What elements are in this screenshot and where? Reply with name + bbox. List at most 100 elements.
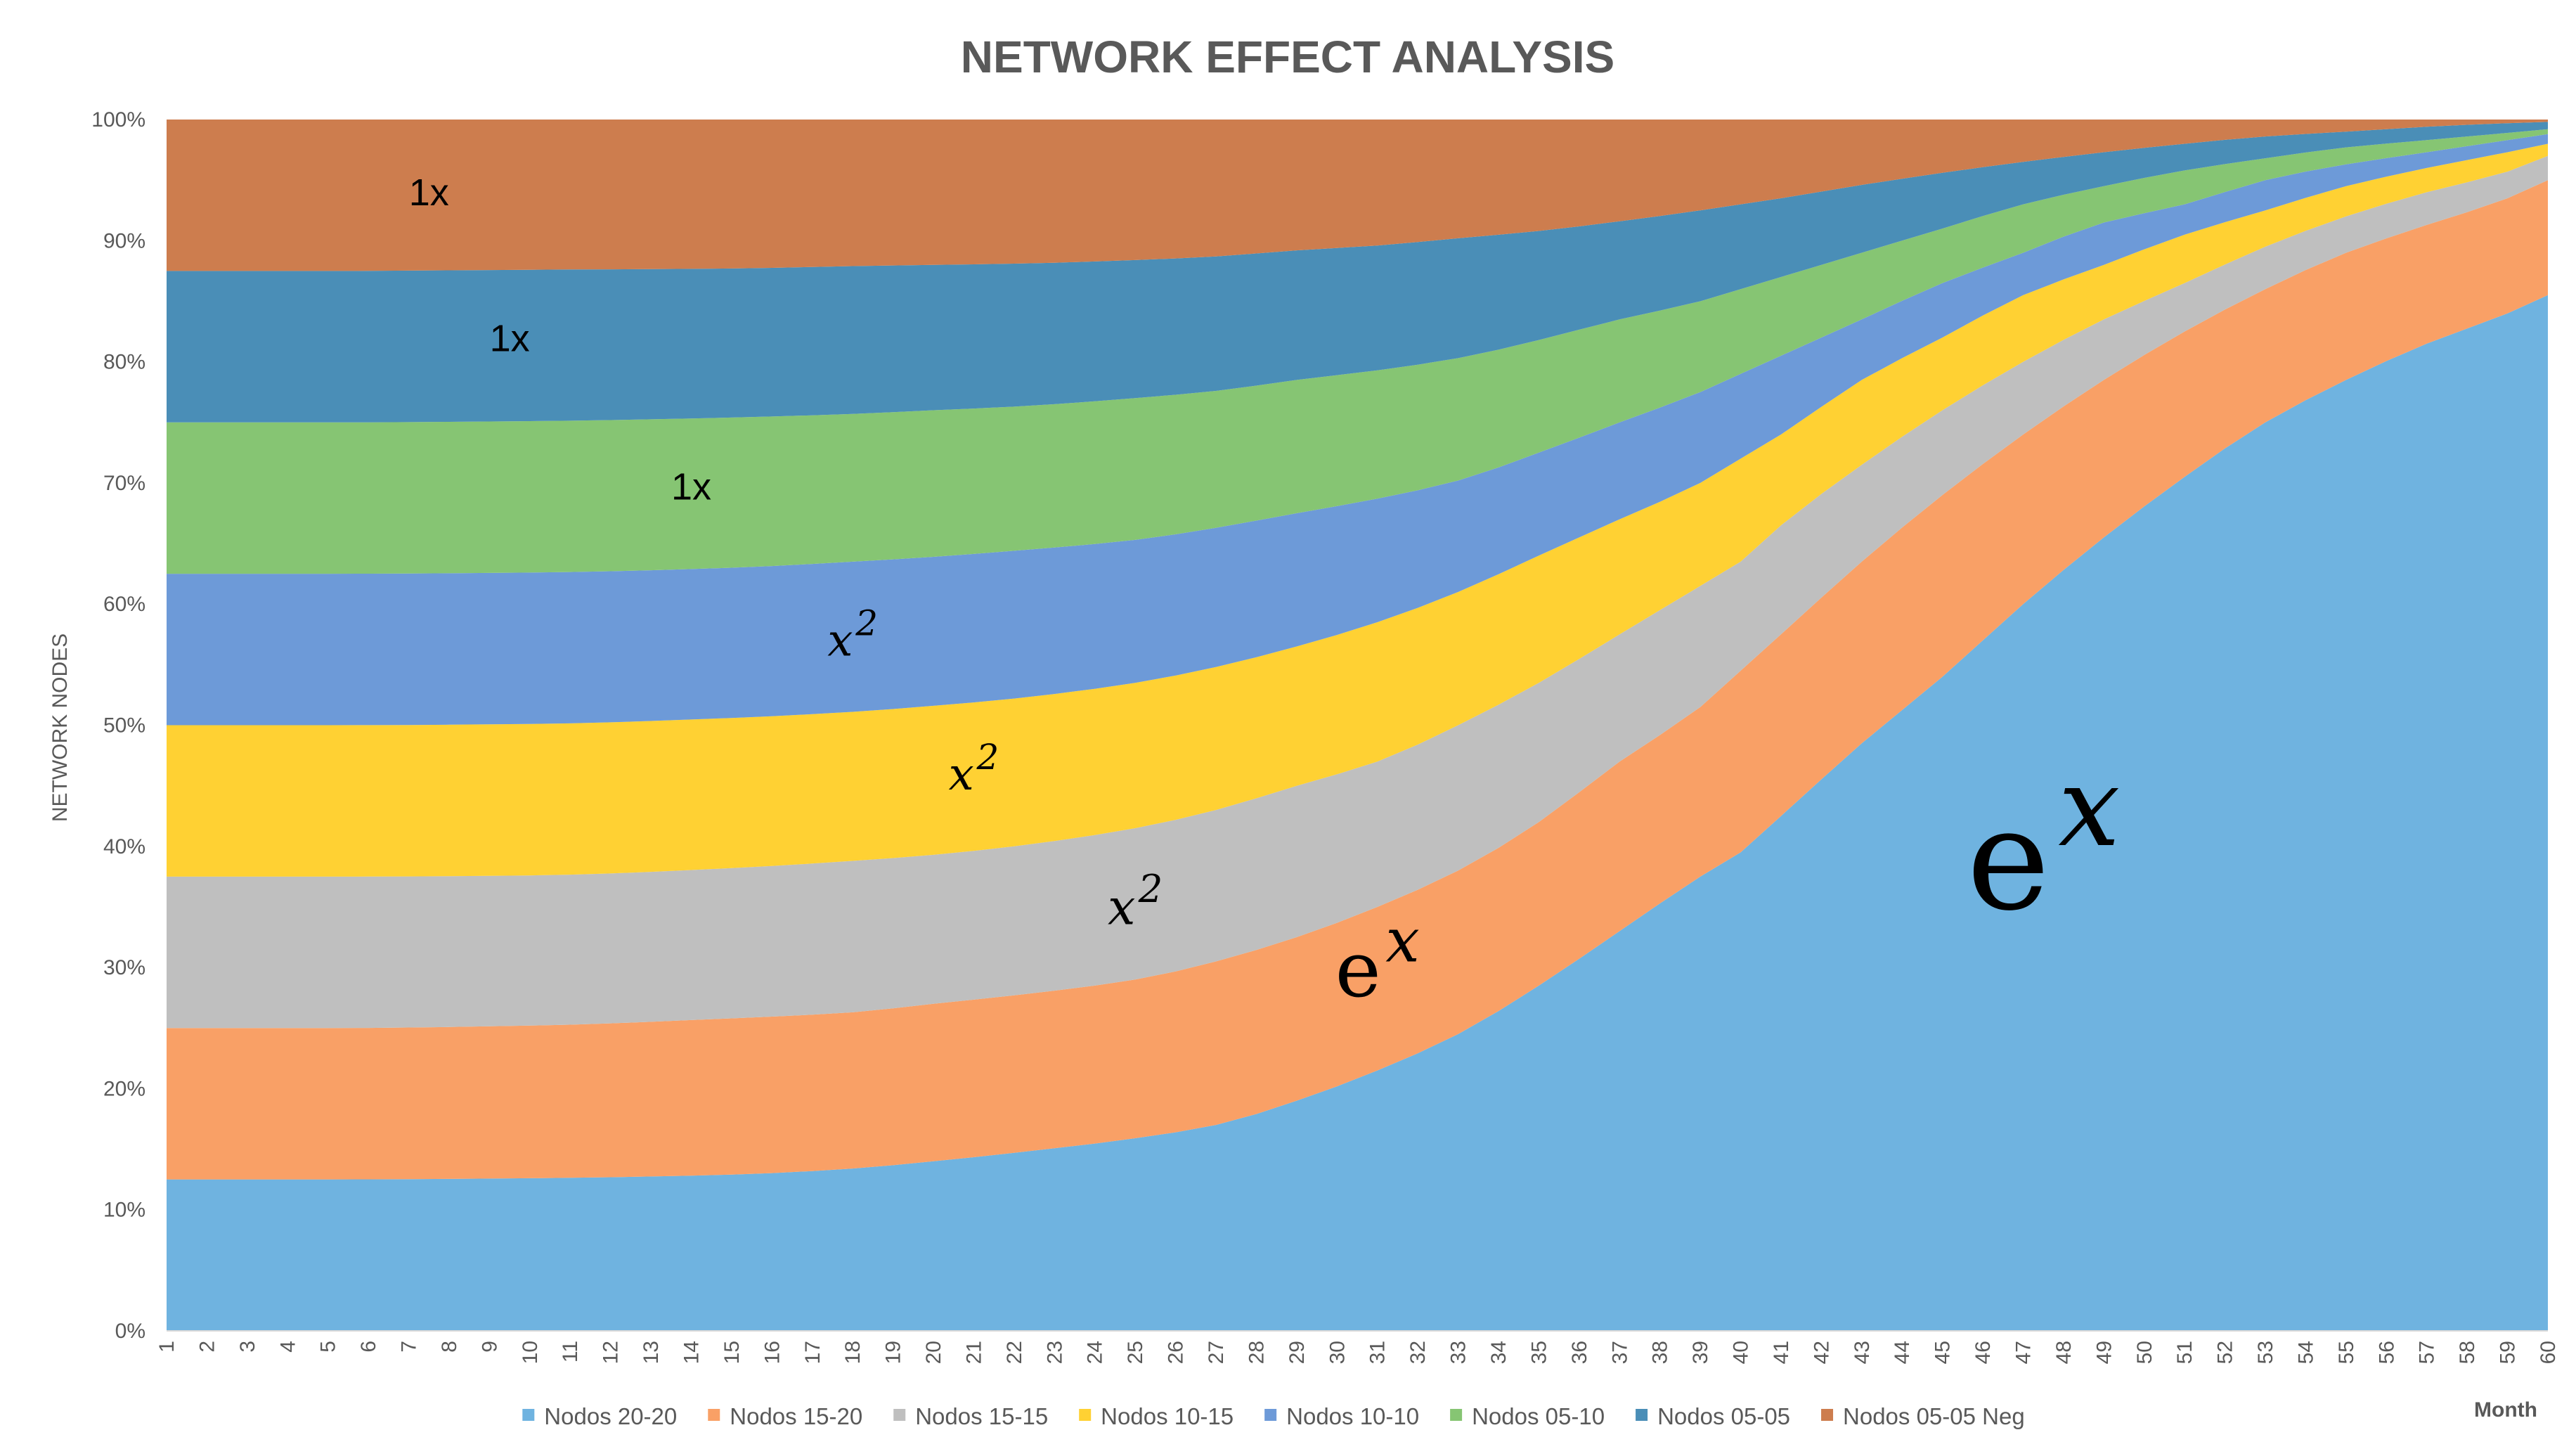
x-tick-label: 51	[2173, 1341, 2196, 1364]
x-tick-label: 23	[1043, 1341, 1066, 1364]
legend-swatch	[1636, 1409, 1648, 1421]
annotation-label: 1x	[409, 172, 449, 214]
x-tick-label: 32	[1406, 1341, 1430, 1364]
x-tick-label: 47	[2012, 1341, 2035, 1364]
x-tick-label: 2	[195, 1341, 219, 1353]
y-tick-label: 10%	[103, 1199, 145, 1222]
x-tick-label: 52	[2214, 1341, 2237, 1364]
stacked-areas	[167, 120, 2548, 1331]
x-tick-label: 34	[1487, 1341, 1510, 1364]
annotations: 1x 1x 1x x2 x2 x2 ex ex	[409, 172, 2121, 1014]
x-tick-label: 53	[2254, 1341, 2277, 1364]
x-tick-label: 4	[276, 1341, 299, 1353]
area-nodos-05-05	[167, 122, 2548, 423]
area-nodos-05-05-neg	[167, 120, 2548, 271]
x-tick-label: 16	[760, 1341, 784, 1364]
x-tick-label: 17	[801, 1341, 824, 1364]
x-tick-label: 7	[398, 1341, 421, 1353]
x-tick-label: 48	[2052, 1341, 2076, 1364]
x-tick-label: 59	[2497, 1341, 2520, 1364]
x-tick-label: 41	[1770, 1341, 1793, 1364]
x-tick-label: 39	[1689, 1341, 1712, 1364]
x-tick-label: 29	[1286, 1341, 1309, 1364]
x-tick-label: 45	[1931, 1341, 1955, 1364]
area-nodos-20-20	[167, 295, 2548, 1331]
annotation-label: 1x	[490, 317, 530, 359]
x-tick-label: 50	[2133, 1341, 2156, 1364]
y-tick-label: 60%	[103, 593, 145, 616]
x-tick-label: 1	[155, 1341, 179, 1353]
x-tick-label: 19	[882, 1341, 905, 1364]
x-tick-label: 12	[600, 1341, 623, 1364]
x-tick-label: 28	[1245, 1341, 1268, 1364]
y-tick-label: 80%	[103, 351, 145, 374]
x-tick-label: 14	[680, 1341, 704, 1364]
x-tick-label: 15	[720, 1341, 744, 1364]
legend-label: Nodos 15-15	[915, 1403, 1048, 1429]
x-tick-label: 37	[1608, 1341, 1631, 1364]
x-tick-label: 36	[1568, 1341, 1591, 1364]
legend-label: Nodos 05-10	[1472, 1403, 1605, 1429]
y-axis-label: NETWORK NODES	[48, 633, 72, 822]
legend-label: Nodos 20-20	[544, 1403, 677, 1429]
area-nodos-05-10	[167, 129, 2548, 574]
area-nodos-10-15	[167, 143, 2548, 877]
legend-swatch	[1079, 1409, 1092, 1421]
x-tick-label: 38	[1649, 1341, 1672, 1364]
x-axis-label: Month	[2474, 1398, 2537, 1422]
annotation-label: ex	[1967, 743, 2120, 942]
legend-label: Nodos 10-15	[1101, 1403, 1234, 1429]
legend-swatch	[708, 1409, 720, 1421]
x-tick-label: 43	[1851, 1341, 1874, 1364]
x-tick-label: 11	[559, 1341, 582, 1362]
x-tick-label: 18	[841, 1341, 865, 1364]
legend-label: Nodos 05-05 Neg	[1843, 1403, 2025, 1429]
x-tick-label: 55	[2335, 1341, 2358, 1364]
annotation-label: ex	[1335, 906, 1420, 1014]
x-tick-label: 5	[317, 1341, 340, 1353]
x-tick-label: 20	[922, 1341, 945, 1364]
x-tick-label: 26	[1165, 1341, 1188, 1364]
x-tick-label: 42	[1810, 1341, 1833, 1364]
y-tick-label: 50%	[103, 714, 145, 737]
x-tick-label: 13	[640, 1341, 663, 1364]
y-tick-label: 20%	[103, 1077, 145, 1100]
x-tick-label: 3	[236, 1341, 259, 1353]
x-tick-label: 58	[2456, 1341, 2479, 1364]
x-tick-label: 31	[1366, 1341, 1390, 1364]
x-tick-label: 24	[1084, 1341, 1107, 1364]
area-nodos-10-10	[167, 134, 2548, 726]
legend-label: Nodos 10-10	[1286, 1403, 1419, 1429]
x-tick-label: 57	[2416, 1341, 2439, 1364]
y-tick-label: 70%	[103, 472, 145, 495]
annotation-label: x2	[949, 737, 999, 801]
legend-swatch	[522, 1409, 535, 1421]
x-tick-label: 22	[1003, 1341, 1026, 1364]
x-tick-label: 35	[1527, 1341, 1551, 1364]
y-tick-label: 0%	[115, 1320, 145, 1343]
x-tick-label: 25	[1124, 1341, 1147, 1364]
x-tick-label: 8	[438, 1341, 461, 1353]
x-axis: 1 2 3 4 5 6 7 8 9 10 11 12 13 14 15 16 17 18 19 20 21 22 23 24 2…	[155, 1341, 2560, 1364]
legend-swatch	[1264, 1409, 1277, 1421]
legend-swatch	[1821, 1409, 1834, 1421]
x-tick-label: 10	[519, 1341, 542, 1364]
annotation-label: x2	[827, 603, 878, 667]
x-tick-label: 44	[1891, 1341, 1914, 1364]
area-nodos-15-20	[167, 180, 2548, 1180]
legend: Nodos 20-20 Nodos 15-20 Nodos 15-15 Nodos 1…	[522, 1403, 2025, 1429]
x-tick-label: 6	[357, 1341, 380, 1353]
area-nodos-15-15	[167, 155, 2548, 1029]
annotation-label: 1x	[671, 465, 711, 508]
legend-swatch	[893, 1409, 906, 1421]
x-tick-label: 40	[1730, 1341, 1753, 1364]
y-tick-label: 40%	[103, 835, 145, 858]
x-tick-label: 54	[2295, 1341, 2318, 1364]
chart-title: NETWORK EFFECT ANALYSIS	[961, 32, 1614, 82]
x-tick-label: 46	[1972, 1341, 1995, 1364]
x-tick-label: 27	[1205, 1341, 1228, 1364]
x-tick-label: 30	[1326, 1341, 1349, 1364]
x-tick-label: 60	[2537, 1341, 2560, 1364]
